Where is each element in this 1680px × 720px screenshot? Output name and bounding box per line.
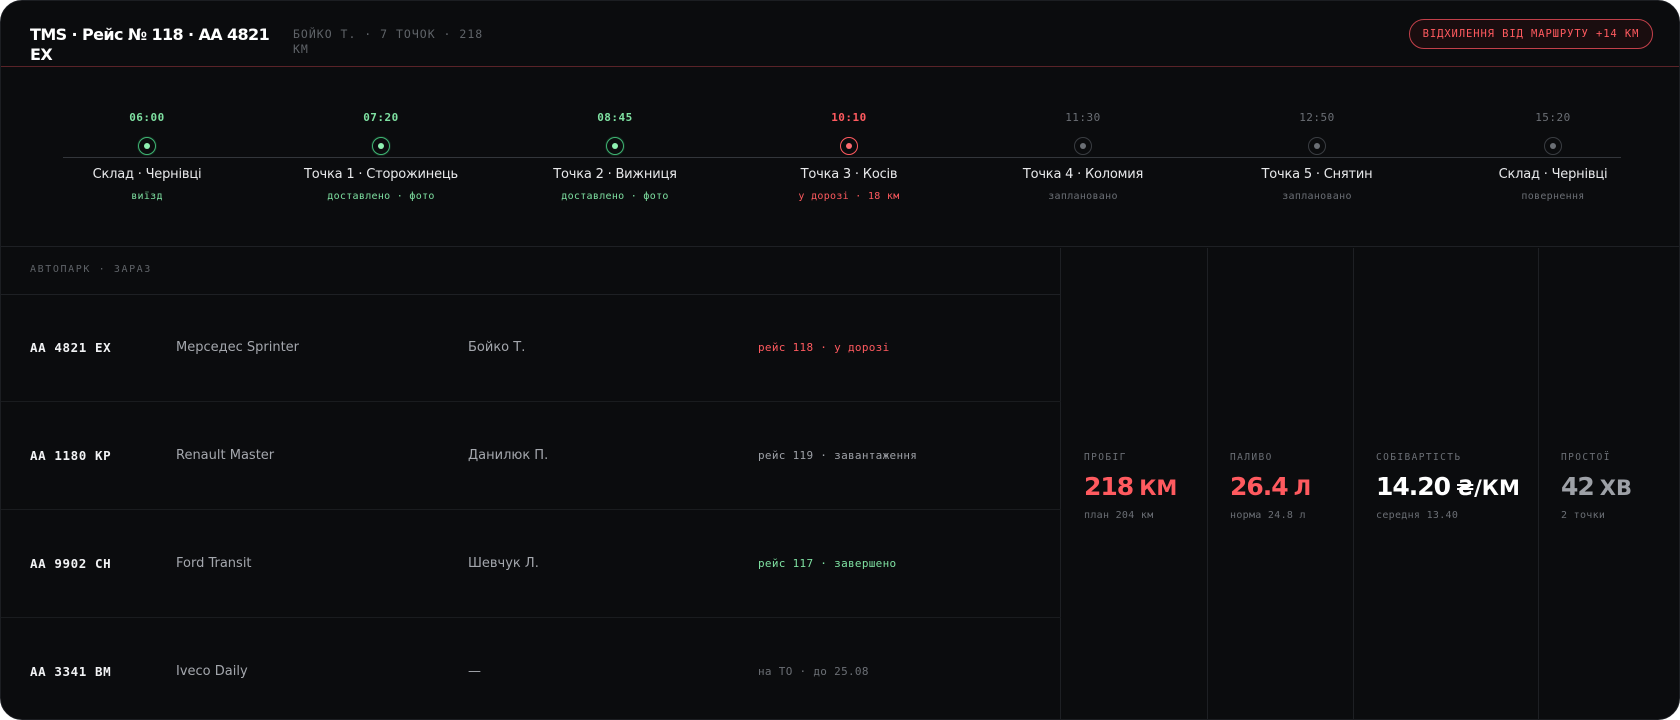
stop-status: виїзд (131, 191, 163, 202)
driver-name: Бойко Т. (468, 340, 526, 355)
trip-status: рейс 118 · у дорозі (758, 341, 890, 354)
stop-name: Точка 3 · Косів (800, 167, 898, 182)
stop-marker-icon (1308, 137, 1326, 155)
metric-unit: ₴/КМ (1456, 476, 1520, 500)
metric-unit: ХВ (1599, 476, 1632, 500)
metric-number: 42 (1561, 472, 1595, 501)
metric-label: ПРОСТОЇ (1561, 452, 1611, 463)
stop-status: заплановано (1282, 191, 1352, 202)
vehicle-model: Ford Transit (176, 556, 252, 571)
fleet-row[interactable]: AA 4821 EX Мерседес Sprinter Бойко Т. рейс … (1, 295, 1061, 402)
stop-time: 10:10 (831, 111, 867, 124)
metric-subtext: норма 24.8 л (1230, 510, 1306, 521)
stop-status: доставлено · фото (327, 191, 435, 202)
vehicle-plate: AA 4821 EX (30, 340, 112, 355)
stop-time: 08:45 (597, 111, 633, 124)
metric-label: ПАЛИВО (1230, 452, 1273, 463)
stop-time: 07:20 (363, 111, 399, 124)
trip-status: рейс 117 · завершено (758, 557, 897, 570)
stop-marker-icon (138, 137, 156, 155)
stop-time: 06:00 (129, 111, 165, 124)
stop-name: Точка 2 · Вижниця (553, 167, 677, 182)
metric-cost: СОБІВАРТІСТЬ 14.20 ₴/КМ середня 13.40 (1354, 248, 1539, 719)
metric-downtime: ПРОСТОЇ 42 ХВ 2 точки (1539, 248, 1679, 719)
metric-value: 42 ХВ (1561, 472, 1632, 501)
stop-status: повернення (1521, 191, 1585, 202)
metric-value: 26.4 Л (1230, 472, 1311, 501)
divider (1, 294, 1061, 295)
metric-unit: КМ (1139, 476, 1178, 500)
stop-marker-icon (1074, 137, 1092, 155)
stop-name: Склад · Чернівці (1498, 167, 1608, 182)
metric-mileage: ПРОБІГ 218 КМ план 204 км (1062, 248, 1208, 719)
stop-status: доставлено · фото (561, 191, 669, 202)
metric-label: СОБІВАРТІСТЬ (1376, 452, 1462, 463)
fleet-row[interactable]: AA 1180 KP Renault Master Данилюк П. рейс 1… (1, 403, 1061, 510)
trip-meta: БОЙКО Т. · 7 ТОЧОК · 218 КМ (293, 27, 484, 56)
timeline-track (63, 157, 1621, 158)
fleet-label: АВТОПАРК · ЗАРАЗ (30, 264, 152, 275)
stop-marker-icon (1544, 137, 1562, 155)
page-title: TMS · Рейс № 118 · AA 4821 EX (30, 25, 270, 64)
fleet-row[interactable]: AA 9902 CH Ford Transit Шевчук Л. рейс 117 … (1, 511, 1061, 618)
driver-name: Шевчук Л. (468, 556, 539, 571)
vehicle-model: Iveco Daily (176, 664, 248, 679)
stop-name: Точка 4 · Коломия (1022, 167, 1144, 182)
vehicle-model: Мерседес Sprinter (176, 340, 300, 355)
route-deviation-badge[interactable]: ВІДХИЛЕННЯ ВІД МАРШРУТУ +14 КМ (1409, 19, 1653, 49)
stop-name: Точка 5 · Снятин (1261, 167, 1373, 182)
stop-status: заплановано (1048, 191, 1118, 202)
trip-status: рейс 119 · завантаження (758, 449, 918, 462)
metric-subtext: середня 13.40 (1376, 510, 1459, 521)
driver-name: — (468, 664, 481, 679)
metric-subtext: план 204 км (1084, 510, 1154, 521)
stop-name: Склад · Чернівці (92, 167, 202, 182)
metric-value: 218 КМ (1084, 472, 1177, 501)
metric-number: 26.4 (1230, 472, 1289, 501)
stop-time: 11:30 (1065, 111, 1101, 124)
metric-number: 14.20 (1376, 472, 1451, 501)
vehicle-plate: AA 1180 KP (30, 448, 112, 463)
fleet-row[interactable]: AA 3341 BM Iveco Daily — на ТО · до 25.08 (1, 619, 1061, 719)
driver-name: Данилюк П. (468, 448, 549, 463)
stop-name: Точка 1 · Сторожинець (304, 167, 458, 182)
metric-unit: Л (1293, 476, 1312, 500)
vehicle-plate: AA 9902 CH (30, 556, 112, 571)
stop-marker-icon (372, 137, 390, 155)
fleet-panel: АВТОПАРК · ЗАРАЗ AA 4821 EX Мерседес Spri… (1, 248, 1061, 719)
stop-marker-icon (606, 137, 624, 155)
vehicle-plate: AA 3341 BM (30, 664, 112, 679)
header: TMS · Рейс № 118 · AA 4821 EX БОЙКО Т. ·… (1, 1, 1679, 67)
stop-marker-icon (840, 137, 858, 155)
route-timeline: 06:00 Склад · Чернівці виїзд 07:20 Точка 1 ·… (1, 67, 1679, 247)
stop-time: 15:20 (1535, 111, 1571, 124)
stop-status: у дорозі · 18 км (798, 191, 900, 202)
stop-time: 12:50 (1299, 111, 1335, 124)
trip-status: на ТО · до 25.08 (758, 665, 869, 678)
vehicle-model: Renault Master (176, 448, 275, 463)
metric-value: 14.20 ₴/КМ (1376, 472, 1520, 501)
metric-subtext: 2 точки (1561, 510, 1606, 521)
metric-number: 218 (1084, 472, 1134, 501)
metric-label: ПРОБІГ (1084, 452, 1127, 463)
